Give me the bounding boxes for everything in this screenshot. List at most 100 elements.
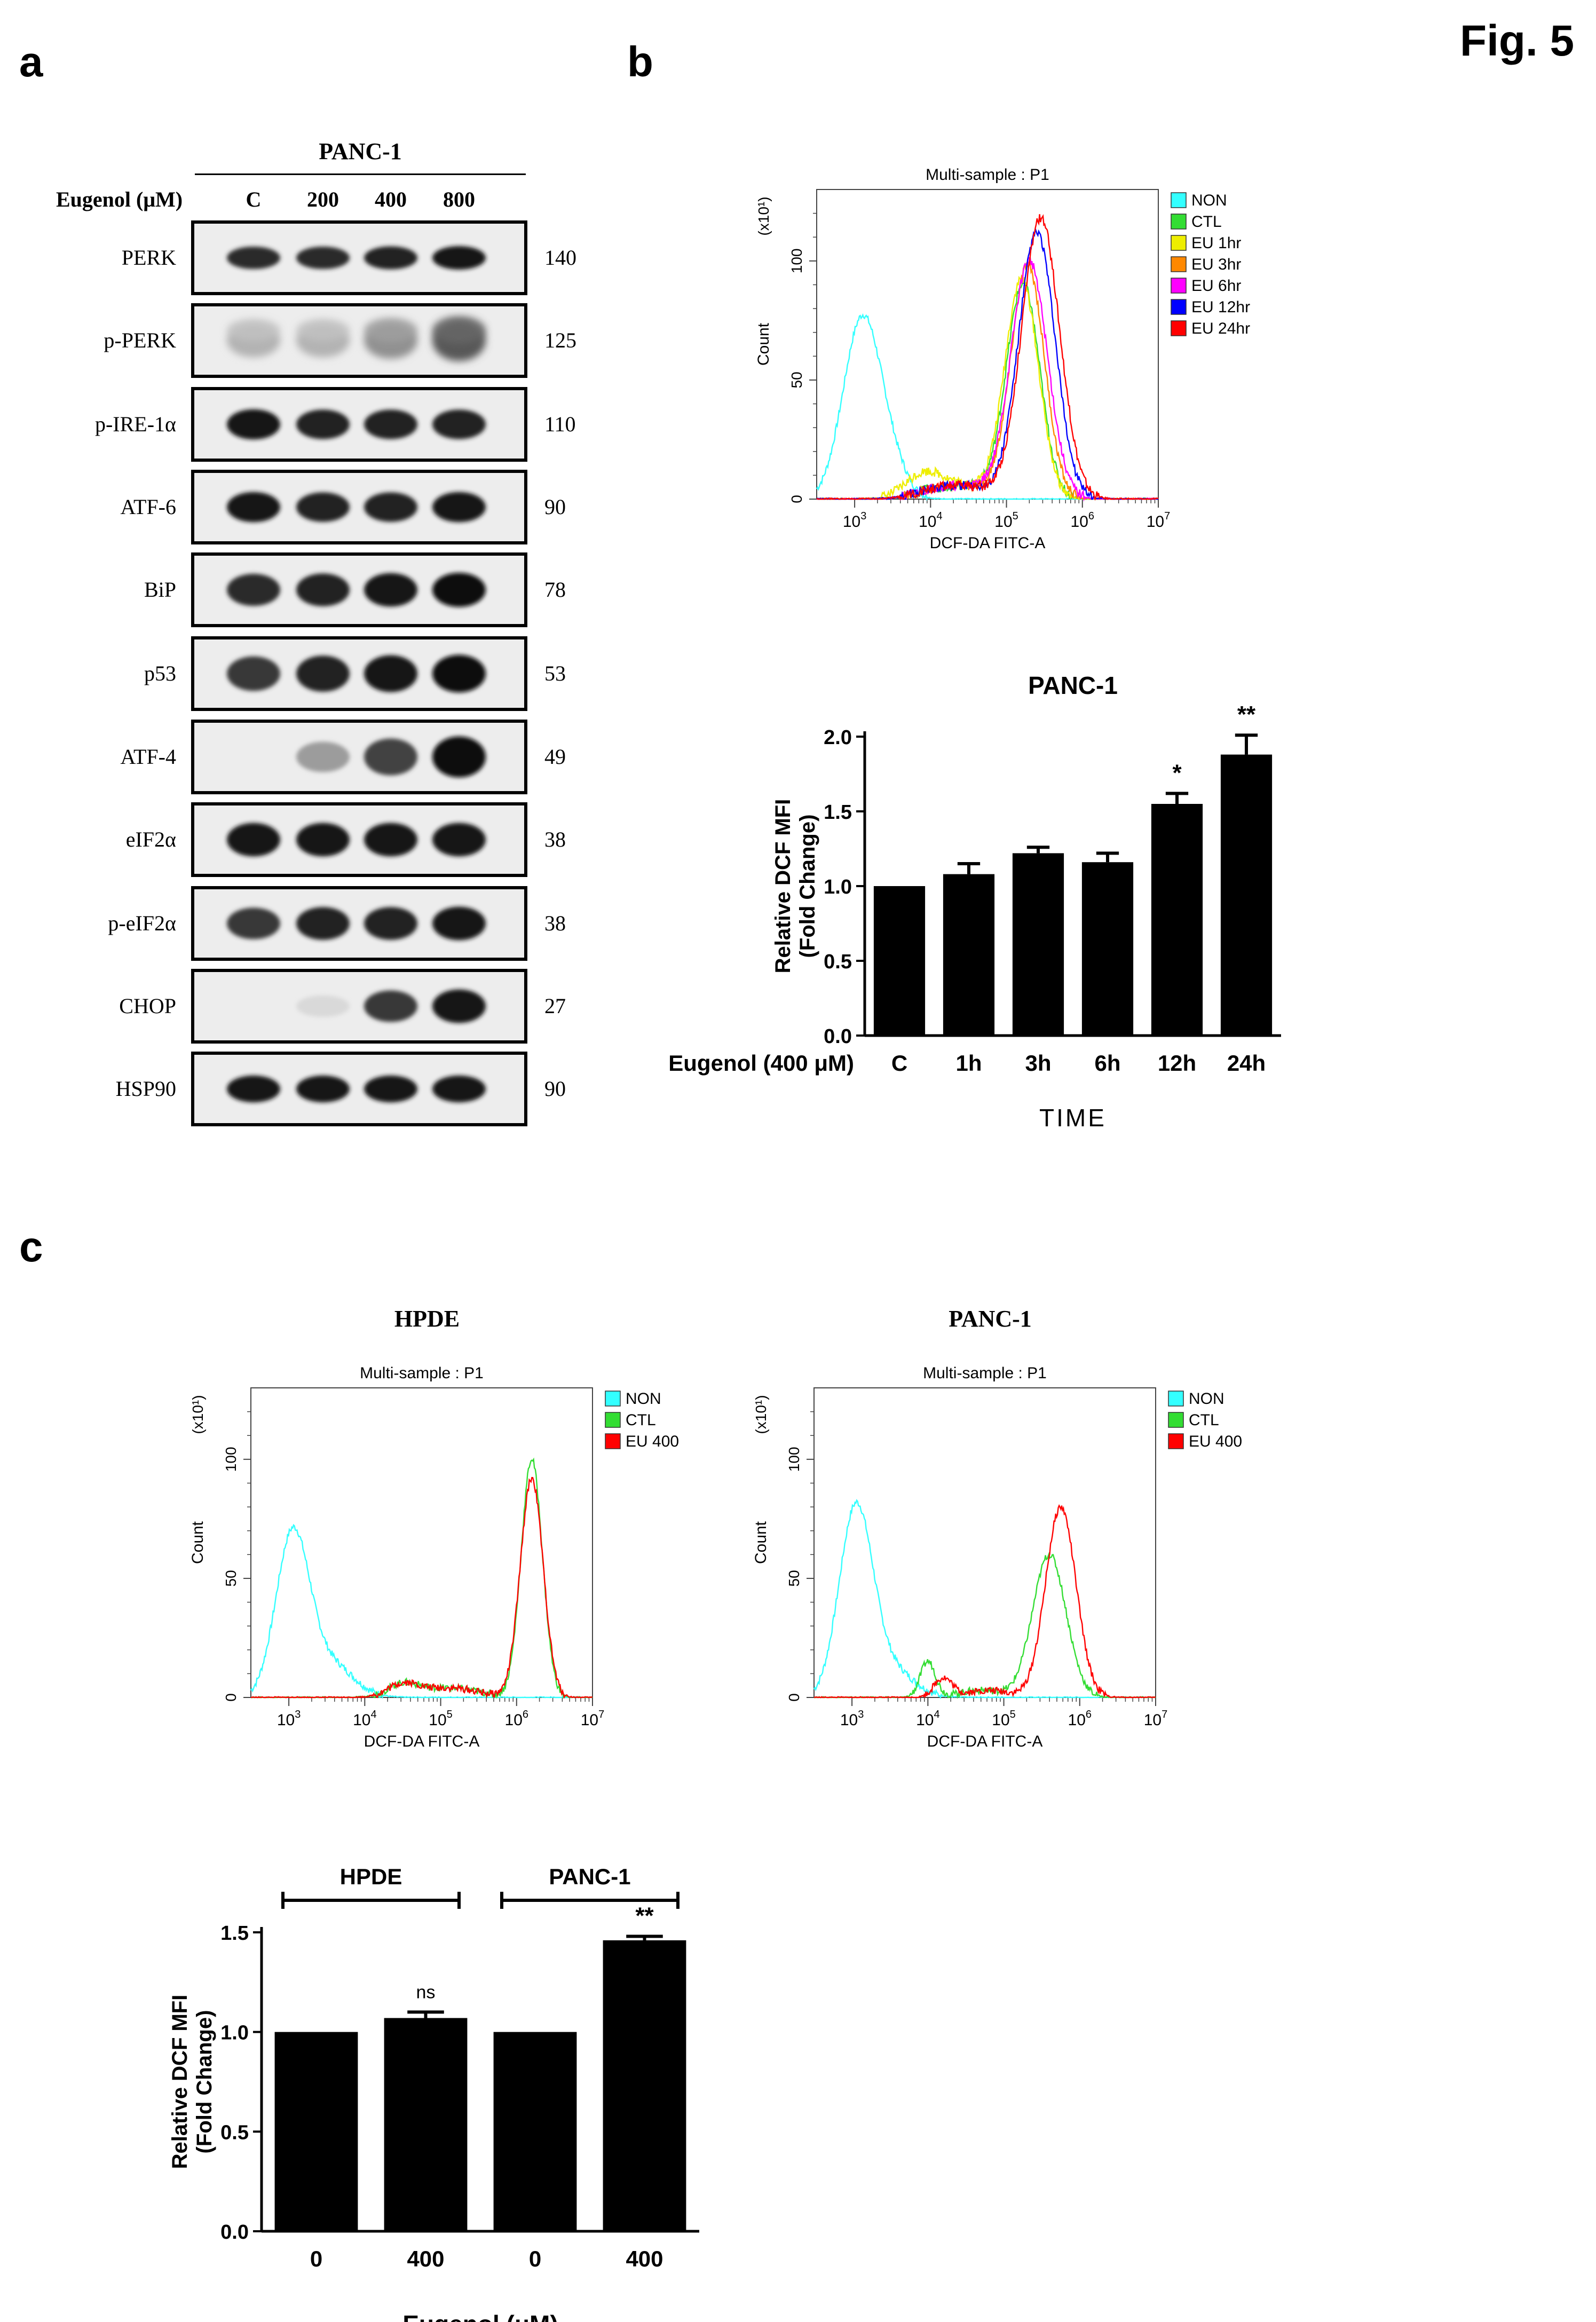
blot-row-mw: 90 xyxy=(544,495,566,519)
blot-band xyxy=(432,736,486,778)
blot-row xyxy=(191,802,527,877)
bar xyxy=(1151,804,1203,1036)
blot-band xyxy=(432,823,486,857)
blot-row xyxy=(191,636,527,711)
flow-legend-label: EU 24hr xyxy=(1191,320,1250,337)
flow-histogram-curve xyxy=(813,1499,1156,1700)
flow-ytick-label: 50 xyxy=(223,1570,239,1586)
blot-row-label: p-IRE-1α xyxy=(94,412,176,436)
bar-ylabel-line: (Fold Change) xyxy=(193,2010,216,2154)
panel-letter-b: b xyxy=(627,38,653,85)
flow-legend-label: NON xyxy=(626,1390,661,1408)
bar-xlabel: TIME xyxy=(1039,1104,1107,1132)
lane-label: 400 xyxy=(375,187,407,211)
bar-category-label: 0 xyxy=(310,2246,322,2271)
bar xyxy=(1012,853,1064,1036)
bar-ytick-label: 1.5 xyxy=(220,1922,249,1945)
flow-histogram-curve xyxy=(816,228,1158,501)
flow-histogram-curve xyxy=(813,1504,1156,1699)
bar-category-label: C xyxy=(891,1051,907,1076)
flow-xtick-label: 105 xyxy=(992,1709,1016,1729)
bar xyxy=(384,2018,468,2231)
flow-ytick-label: 100 xyxy=(788,248,805,273)
flow-ytick-label: 100 xyxy=(223,1447,239,1472)
flow-xtick-label: 103 xyxy=(277,1709,301,1729)
flow-xtick-label: 103 xyxy=(843,510,867,531)
flow-ylabel: Count xyxy=(189,1521,207,1564)
blot-band xyxy=(296,823,350,857)
bar-category-label: 3h xyxy=(1025,1051,1051,1076)
bar-ytick-label: 2.0 xyxy=(824,726,852,749)
flow-y-multiplier: (x10¹) xyxy=(189,1395,206,1434)
flow-histogram-curve xyxy=(250,1476,593,1699)
blot-row xyxy=(191,303,527,378)
bar-ylabel-line: Relative DCF MFI xyxy=(168,1995,192,2169)
bar-category-label: 0 xyxy=(529,2246,541,2271)
blot-row-label: p-eIF2α xyxy=(108,911,176,935)
blot-row-mw: 78 xyxy=(544,578,566,602)
blot-band xyxy=(432,1075,486,1103)
bar-chart-c: 0.0 0.5 1.0 1.5 Relative DCF MFI (Fold Change… xyxy=(168,1864,699,2322)
blot-row-mw: 125 xyxy=(544,328,576,352)
bar xyxy=(943,874,995,1036)
flow-legend-swatch xyxy=(605,1412,621,1428)
blot-band xyxy=(227,246,280,270)
blot-row-label: ATF-4 xyxy=(120,745,176,769)
blot-band xyxy=(227,656,280,691)
bar-chart-title: PANC-1 xyxy=(1028,672,1118,699)
significance-label: ** xyxy=(1237,701,1256,728)
blot-row-label: CHOP xyxy=(119,994,176,1018)
blot-row-mw: 38 xyxy=(544,827,566,851)
blot-row-mw: 90 xyxy=(544,1077,566,1101)
bar-chart-b: PANC-1 0.0 0.5 1.0 1.5 2.0 Relative DCF MFI (Fo… xyxy=(668,672,1281,1132)
bar-ytick-label: 1.0 xyxy=(220,2022,249,2044)
blot-row-mw: 27 xyxy=(544,994,566,1018)
flow-xtick-label: 107 xyxy=(1147,510,1171,531)
blot-band xyxy=(296,907,350,940)
flow-ytick-label: 50 xyxy=(786,1570,802,1586)
flow-legend-swatch xyxy=(1171,278,1187,294)
blot-band xyxy=(432,906,486,941)
bar-ytick-label: 0.0 xyxy=(220,2221,249,2244)
blot-row-mw: 49 xyxy=(544,745,566,769)
blot-band xyxy=(432,246,486,270)
bar-category-label: 24h xyxy=(1227,1051,1266,1076)
bar-treatment-label: Eugenol (400 μM) xyxy=(668,1051,854,1076)
flow-xtick-label: 104 xyxy=(919,510,943,531)
blot-row-label: PERK xyxy=(121,246,176,270)
blot-band xyxy=(364,823,417,857)
lane-label: 800 xyxy=(443,187,475,211)
bar-ytick-label: 0.5 xyxy=(824,951,852,973)
bar-ylabel-line: (Fold Change) xyxy=(796,815,819,958)
blot-band xyxy=(364,738,417,776)
flow-legend-swatch xyxy=(1171,235,1187,251)
flow-legend-swatch xyxy=(1171,192,1187,208)
blot-band xyxy=(227,1075,280,1103)
blot-row xyxy=(191,220,527,295)
blot-row-mw: 38 xyxy=(544,911,566,935)
bar-ylabel-line: Relative DCF MFI xyxy=(771,799,795,974)
bar-ytick-label: 0.0 xyxy=(824,1025,852,1048)
bar-category-label: 12h xyxy=(1158,1051,1196,1076)
blot-band xyxy=(227,492,280,523)
flow-legend-label: EU 400 xyxy=(1189,1433,1242,1450)
flow-y-multiplier: (x10¹) xyxy=(755,196,772,235)
flow-xtick-label: 106 xyxy=(1068,1709,1092,1729)
blot-band xyxy=(364,246,417,270)
blot-row-label: HSP90 xyxy=(115,1077,176,1101)
blot-band xyxy=(296,655,350,692)
bar-category-label: 6h xyxy=(1094,1051,1120,1076)
flow-legend-label: NON xyxy=(1189,1390,1224,1408)
bar-category-label: 400 xyxy=(407,2246,444,2271)
flow-title: Multi-sample : P1 xyxy=(360,1364,484,1382)
panc-flow-heading: PANC-1 xyxy=(949,1306,1032,1332)
figure-label: Fig. 5 xyxy=(1460,17,1575,65)
flow-legend-label: CTL xyxy=(1191,213,1222,231)
bar-category-label: 1h xyxy=(955,1051,982,1076)
flow-legend-label: EU 1hr xyxy=(1191,234,1241,252)
blot-row-mw: 53 xyxy=(544,661,566,685)
bar-xlabel: Eugenol (μM) xyxy=(402,2310,558,2322)
bar-ytick-label: 0.5 xyxy=(220,2121,249,2144)
blot-row xyxy=(191,886,527,961)
blot-band xyxy=(432,409,486,439)
